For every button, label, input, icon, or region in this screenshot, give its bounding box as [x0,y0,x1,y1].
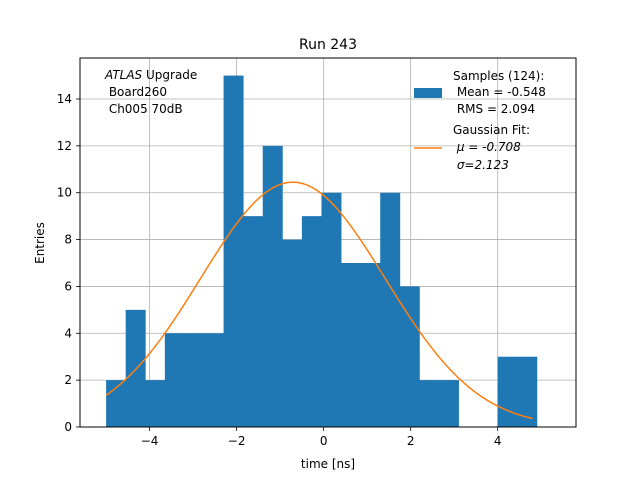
histogram-bar [497,356,518,427]
y-tick-label: 12 [57,139,72,153]
plot-frame [79,57,577,428]
histogram-bar [145,380,166,427]
histogram-bar [419,380,440,427]
y-tick-label: 6 [64,279,72,293]
histogram-bar [164,333,185,427]
y-axis-label: Entries [33,222,47,264]
histogram-bar [341,263,362,427]
y-tick-label: 8 [64,233,72,247]
x-tick-label: −4 [141,434,159,448]
y-tick-label: 2 [64,373,72,387]
histogram-bar [204,333,224,427]
legend-mean-label: Mean = -0.548 [453,85,546,99]
histogram-bar [262,145,283,427]
x-tick-label: 4 [494,434,502,448]
upgrade-label: Upgrade [142,68,197,82]
histogram-bar [321,192,342,427]
x-axis-label: time [ns] [301,457,355,471]
y-tick-label: 10 [57,186,72,200]
legend: Samples (124): Mean = -0.548 RMS = 2.094… [414,69,546,172]
annotation-box: ATLAS Upgrade Board260 Ch005 70dB [104,68,197,116]
legend-samples-swatch [414,88,442,98]
histogram-bar [184,333,205,427]
legend-fit-label: Gaussian Fit: [453,123,530,137]
histogram-bar [380,192,401,427]
y-tick-label: 14 [57,92,72,106]
atlas-label: ATLAS [104,68,143,82]
legend-samples-label: Samples (124): [453,69,544,83]
x-tick-label: 2 [407,434,415,448]
annotation-line-2: Board260 [105,85,167,99]
y-tick-label: 4 [64,326,72,340]
annotation-line-3: Ch005 70dB [105,102,183,116]
x-tick-label: 0 [320,434,328,448]
fit-layer [105,181,533,420]
legend-rms-label: RMS = 2.094 [453,102,535,116]
x-tick-label: −2 [228,434,246,448]
bars-layer [106,75,538,428]
legend-mu-label: μ = -0.708 [453,140,521,154]
histogram-bar [223,75,244,428]
annotation-line-1: ATLAS Upgrade [104,68,197,82]
legend-sigma-label: σ=2.123 [453,158,509,172]
histogram-bar [399,286,420,427]
histogram-bar [301,216,322,427]
chart-title: Run 243 [299,37,357,53]
histogram-bar [517,356,538,427]
gaussian-fit-curve [105,181,533,420]
histogram-bar [360,263,381,427]
ticks-layer: −4 −2 0 2 4 0 2 4 6 8 10 12 14 [57,92,502,448]
histogram-bar [438,380,459,427]
y-tick-label: 0 [64,420,72,434]
histogram-bar [243,216,264,427]
histogram-bar [282,239,303,427]
